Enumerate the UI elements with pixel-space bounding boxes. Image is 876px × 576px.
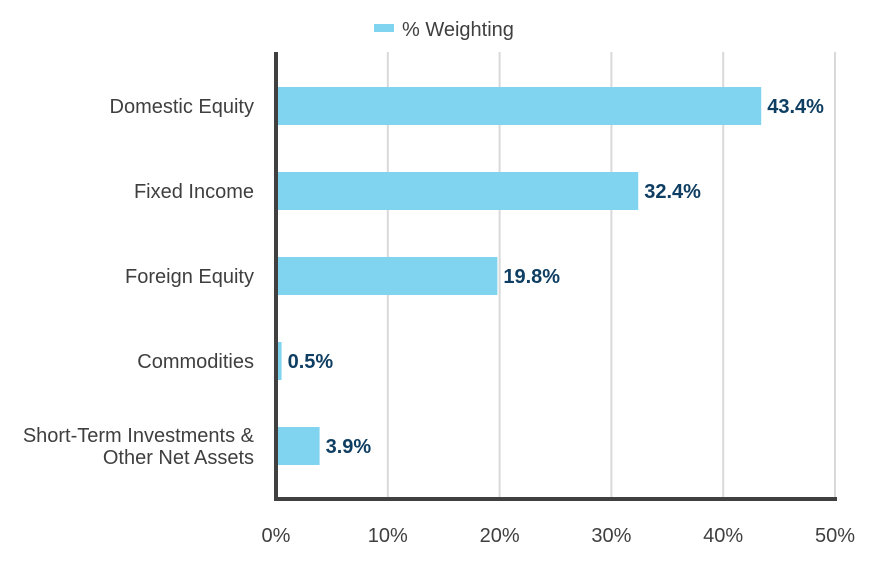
category-label: Commodities [137, 351, 254, 373]
data-label: 0.5% [288, 351, 334, 373]
category-label-line: Short-Term Investments & [23, 425, 255, 447]
x-tick-labels: 0% 10% 20% 30% 40% 50% [262, 525, 856, 547]
category-label-line: Foreign Equity [125, 266, 254, 288]
axes [274, 52, 837, 501]
x-tick-label: 50% [815, 525, 855, 547]
bar [276, 257, 498, 295]
category-label: Foreign Equity [125, 266, 254, 288]
bar [276, 172, 639, 210]
category-label-line: Domestic Equity [110, 96, 255, 118]
x-tick-label: 20% [480, 525, 520, 547]
gridlines [386, 52, 836, 499]
bars [276, 87, 762, 465]
data-label: 32.4% [644, 181, 701, 203]
category-label: Short-Term Investments & Other Net Assets [23, 425, 255, 469]
bar [276, 427, 320, 465]
data-label: 19.8% [503, 266, 560, 288]
bar [276, 87, 762, 125]
data-label: 3.9% [326, 436, 372, 458]
x-tick-label: 0% [262, 525, 291, 547]
x-tick-label: 30% [591, 525, 631, 547]
x-tick-label: 40% [703, 525, 743, 547]
category-label-line: Other Net Assets [103, 447, 254, 469]
x-tick-label: 10% [368, 525, 408, 547]
category-label-line: Fixed Income [134, 181, 254, 203]
category-label: Fixed Income [134, 181, 254, 203]
legend-swatch [374, 24, 394, 32]
category-label: Domestic Equity [110, 96, 255, 118]
data-label: 43.4% [767, 96, 824, 118]
bar [276, 342, 282, 380]
category-labels: Domestic Equity Fixed Income Foreign Equit… [23, 96, 255, 469]
legend: % Weighting [374, 19, 514, 41]
data-labels: 43.4% 32.4% 19.8% 0.5% 3.9% [288, 96, 825, 458]
category-label-line: Commodities [137, 351, 254, 373]
legend-label: % Weighting [402, 19, 514, 41]
